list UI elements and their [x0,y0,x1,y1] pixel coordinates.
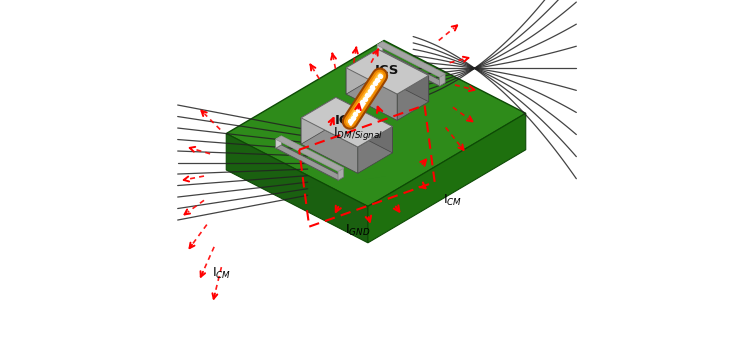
Polygon shape [336,97,393,153]
Text: I$_{DM/Signal}$: I$_{DM/Signal}$ [333,125,383,142]
Text: I$_{CM}$: I$_{CM}$ [443,193,462,208]
Polygon shape [301,97,336,144]
Polygon shape [377,42,445,77]
Text: ICS: ICS [375,64,399,77]
Polygon shape [276,136,344,171]
Polygon shape [226,133,368,243]
Polygon shape [346,68,397,120]
Polygon shape [346,49,378,94]
Text: IC1: IC1 [335,115,359,128]
Text: I$_{GND}$: I$_{GND}$ [345,223,371,238]
Polygon shape [377,51,445,86]
Polygon shape [439,74,445,86]
Polygon shape [301,118,358,173]
Polygon shape [338,168,344,180]
Polygon shape [377,42,383,54]
Text: I$_{CM}$: I$_{CM}$ [212,266,232,281]
Polygon shape [226,41,526,206]
Polygon shape [276,136,281,148]
Polygon shape [358,127,393,173]
Polygon shape [301,97,393,147]
Polygon shape [346,49,429,94]
Polygon shape [276,145,344,180]
Polygon shape [368,113,526,243]
Polygon shape [378,49,429,102]
Polygon shape [397,75,429,120]
